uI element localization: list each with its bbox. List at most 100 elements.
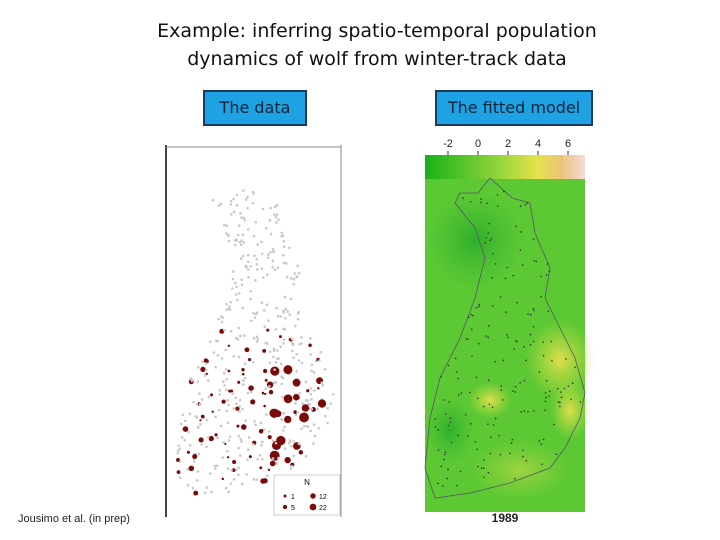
survey-point: [275, 221, 278, 224]
survey-point: [294, 402, 297, 405]
survey-point: [214, 365, 217, 369]
track-point: [514, 385, 517, 388]
survey-point: [251, 361, 255, 364]
track-point: [509, 452, 511, 455]
track-point: [476, 397, 479, 400]
survey-point: [178, 460, 182, 464]
survey-point: [247, 436, 251, 439]
survey-point: [276, 314, 280, 318]
survey-point: [304, 380, 308, 384]
track-point: [519, 205, 522, 207]
wolf-track: [283, 365, 293, 375]
track-point: [487, 423, 489, 425]
survey-point: [263, 325, 267, 329]
track-point: [512, 390, 514, 392]
survey-point: [273, 268, 277, 272]
track-point: [502, 190, 505, 193]
survey-point: [232, 478, 236, 481]
wolf-track: [240, 424, 247, 430]
track-point: [535, 260, 538, 263]
survey-point: [241, 233, 245, 237]
survey-point: [243, 218, 247, 222]
wolf-track: [268, 389, 274, 395]
survey-point: [289, 297, 293, 301]
map-shade: [468, 382, 512, 418]
track-point: [443, 453, 446, 456]
track-point: [548, 270, 551, 272]
survey-point: [249, 390, 253, 394]
track-point: [501, 399, 504, 401]
track-point: [434, 418, 437, 420]
survey-point: [236, 298, 239, 302]
legend-label: 12: [319, 494, 327, 501]
survey-point: [312, 442, 315, 445]
survey-point: [249, 290, 253, 293]
survey-point: [258, 454, 262, 457]
track-point: [538, 440, 541, 442]
track-point: [530, 313, 532, 316]
track-point: [462, 197, 464, 199]
survey-point: [254, 220, 258, 224]
survey-point: [255, 340, 259, 343]
survey-point: [237, 355, 241, 359]
survey-point: [291, 349, 294, 353]
survey-point: [309, 337, 312, 340]
survey-point: [218, 393, 222, 396]
track-point: [486, 202, 488, 205]
survey-point: [231, 287, 234, 290]
track-point: [458, 394, 460, 396]
survey-point: [279, 418, 283, 421]
survey-point: [232, 197, 235, 201]
track-point: [540, 295, 542, 298]
track-point: [450, 441, 453, 444]
survey-point: [223, 328, 226, 332]
survey-point: [214, 415, 217, 419]
survey-point: [294, 413, 298, 417]
track-point: [459, 470, 462, 473]
survey-point: [291, 342, 295, 346]
track-point: [487, 471, 490, 474]
track-point: [467, 338, 469, 341]
survey-point: [269, 250, 272, 254]
wolf-track: [264, 392, 267, 396]
survey-point: [309, 392, 313, 396]
survey-point: [304, 454, 308, 458]
track-point: [521, 264, 524, 266]
track-point: [544, 400, 547, 403]
wolf-track: [221, 477, 225, 481]
track-point: [437, 429, 440, 431]
survey-point: [220, 320, 224, 324]
panel-label: The fitted model: [435, 90, 593, 126]
survey-point: [282, 327, 285, 331]
survey-point: [260, 252, 264, 256]
survey-point: [237, 224, 241, 227]
survey-point: [211, 198, 215, 202]
survey-point: [300, 361, 304, 365]
slide-title: dynamics of wolf from winter-track data: [187, 48, 567, 70]
slide-title: Example: inferring spatio-temporal popul…: [157, 20, 597, 42]
wolf-track: [200, 366, 206, 373]
wolf-track: [203, 358, 208, 363]
survey-point: [289, 444, 293, 448]
track-point: [542, 438, 545, 441]
survey-point: [282, 261, 286, 265]
survey-point: [255, 335, 259, 339]
track-point: [490, 276, 493, 279]
track-point: [496, 194, 499, 196]
legend-symbol: [283, 494, 287, 498]
track-point: [519, 381, 521, 384]
survey-point: [273, 205, 277, 209]
wolf-track: [236, 424, 240, 428]
survey-point: [229, 199, 233, 203]
wolf-track: [211, 410, 214, 413]
survey-point: [275, 357, 279, 361]
survey-point: [316, 407, 319, 411]
credit: Jousimo et al. (in prep): [18, 513, 130, 525]
track-point: [471, 355, 473, 358]
survey-point: [226, 399, 230, 402]
survey-point: [256, 338, 260, 341]
colorbar-tick-label: -2: [443, 138, 453, 150]
survey-point: [290, 464, 294, 468]
survey-point: [189, 377, 192, 381]
track-point: [488, 325, 490, 327]
